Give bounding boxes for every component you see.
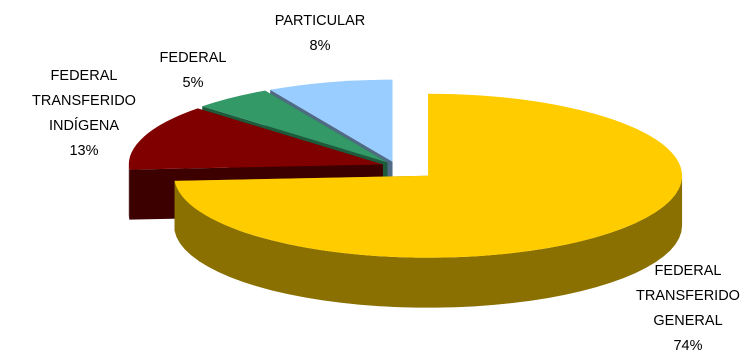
slice-3 [270,79,393,162]
slice-label: PARTICULAR [275,13,366,29]
slice-percent-label: 13% [69,143,98,159]
slice-label: FEDERAL [160,50,227,66]
slice-wall-1 [128,164,130,220]
slice-2 [202,90,388,163]
slice-percent-label: 5% [183,75,204,91]
slice-percent-label: 8% [310,38,331,54]
slice-label: GENERAL [653,313,722,329]
slice-1 [128,108,383,170]
slice-percent-label: 74% [673,338,702,350]
slice-label: INDÍGENA [49,117,119,134]
slice-label: FEDERAL [655,263,722,279]
slice-label: TRANSFERIDO [32,93,136,109]
slice-labels: FEDERAL TRANSFERIDO GENERAL 74% FEDERAL TRANS… [32,13,740,350]
slice-label: FEDERAL [51,68,118,84]
slice-0 [174,93,683,258]
slice-label: TRANSFERIDO [636,288,740,304]
slice-wall-0 [174,175,683,308]
pie-top-faces [128,79,683,258]
